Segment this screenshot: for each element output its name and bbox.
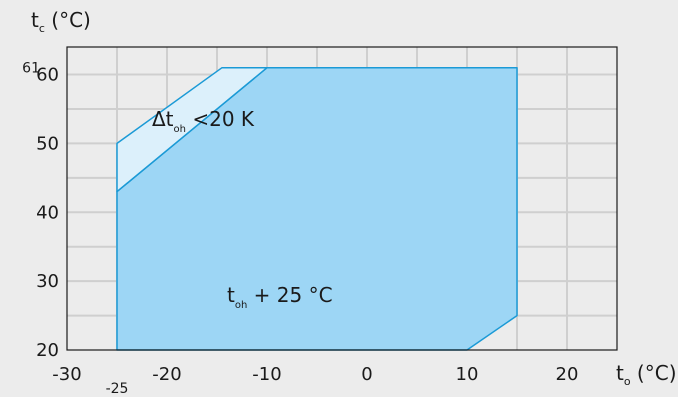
y-axis-title: tc (°C) — [31, 8, 91, 35]
x-axis-title: to (°C) — [616, 361, 677, 388]
superheat-limited-area — [116, 66, 268, 193]
annotations: Δtoh <20 K toh + 25 °C — [152, 107, 333, 311]
y-tick-label-extra: 61 — [22, 61, 40, 77]
y-tick-label: 40 — [36, 202, 59, 223]
tick-labels: -30 -20 -10 0 10 20 20 30 40 50 60 -25 61 — [22, 61, 578, 397]
plot-border — [66, 46, 618, 351]
x-tick-label: -30 — [52, 364, 81, 385]
y-tick-label: 20 — [36, 340, 59, 361]
annotation-superheat-offset: toh + 25 °C — [227, 283, 333, 311]
x-tick-label: -20 — [152, 364, 181, 385]
y-tick-label: 60 — [36, 65, 59, 86]
x-tick-label: 0 — [361, 364, 372, 385]
annotation-superheat-limit: Δtoh <20 K — [152, 107, 255, 135]
y-tick-label: 30 — [36, 271, 59, 292]
plot-frame — [66, 46, 618, 351]
x-tick-label-extra: -25 — [106, 381, 129, 397]
x-tick-label: 20 — [556, 364, 579, 385]
axis-titles: tc (°C) to (°C) — [31, 8, 677, 388]
operating-areas — [116, 66, 518, 351]
y-tick-label: 50 — [36, 133, 59, 154]
x-tick-label: 10 — [456, 364, 479, 385]
x-tick-label: -10 — [252, 364, 281, 385]
